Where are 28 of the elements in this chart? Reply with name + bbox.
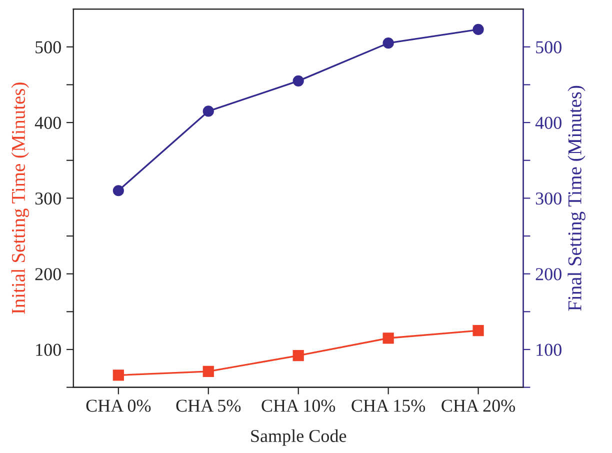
point [292, 350, 304, 362]
point [382, 332, 394, 344]
y-tick-label: 100 [36, 344, 61, 356]
y-tick-label: 200 [35, 268, 61, 280]
x-tick-label: CHA 0% [86, 400, 151, 412]
point [112, 370, 124, 381]
y2-tick-label: 500 [536, 41, 562, 54]
x-tick-label: CHA 20% [442, 400, 516, 412]
point [112, 185, 124, 196]
y2-tick-label: 100 [536, 344, 562, 356]
point [292, 75, 304, 86]
y2-tick-label: 400 [535, 116, 562, 129]
y-tick-label: 500 [36, 41, 61, 54]
y-axis-title: Initial Setting Time (Minutes) [11, 82, 29, 314]
y-tick-label: 400 [34, 116, 61, 129]
y2-axis-title: Final Setting Time (Minutes) [568, 86, 586, 311]
x-tick-label: CHA 15% [352, 400, 426, 412]
y2-tick-label: 200 [536, 268, 562, 280]
point [382, 38, 394, 49]
x-axis-title: Sample Code [251, 429, 346, 446]
x-tick-label: CHA 10% [262, 400, 336, 412]
point [472, 325, 484, 336]
x-tick-label: CHA 5% [176, 400, 241, 412]
y-tick-label: 300 [35, 192, 61, 205]
point [202, 366, 214, 377]
point [202, 106, 214, 117]
y2-tick-label: 300 [536, 192, 562, 205]
point [472, 24, 484, 36]
